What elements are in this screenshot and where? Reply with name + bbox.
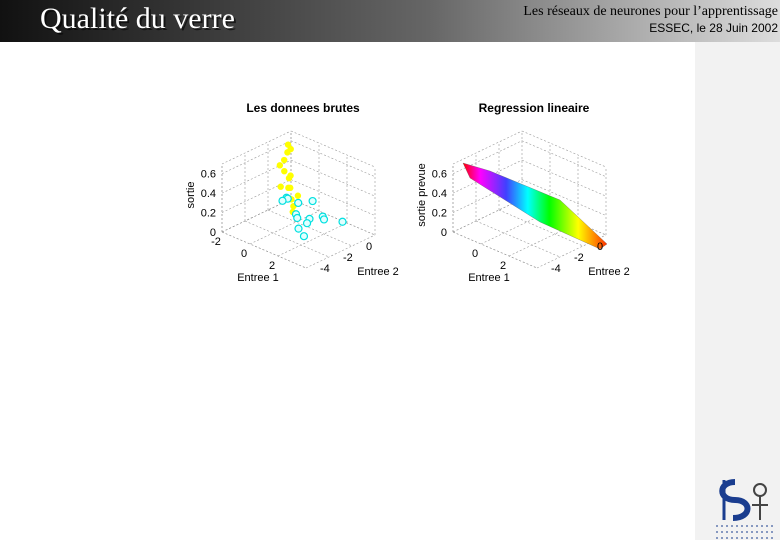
x-axis-label: Entree 1	[237, 272, 279, 284]
z-tick-label: 0.6	[432, 169, 447, 181]
z-grid-line	[521, 179, 607, 216]
data-point	[281, 167, 288, 175]
header-bar	[0, 0, 780, 42]
y-axis-label: Entree 2	[588, 266, 630, 278]
z-tick-label: 0.2	[432, 208, 447, 220]
data-point	[287, 184, 294, 192]
x-grid-line	[221, 198, 292, 233]
y-grid-line	[498, 209, 584, 247]
data-point	[287, 145, 294, 153]
x-tick-label: 0	[241, 248, 247, 260]
y-tick-label: 0	[366, 241, 372, 253]
x-tick-label: 2	[269, 260, 275, 272]
logo	[716, 479, 776, 539]
z-tick-label: 0	[210, 227, 216, 239]
z-grid-line	[290, 179, 376, 216]
z-grid-line	[521, 159, 607, 197]
z-grid-line	[221, 179, 292, 213]
data-point	[277, 183, 284, 190]
course-name: Les réseaux de neurones pour l’apprentis…	[523, 4, 778, 19]
x-grid-line	[277, 222, 348, 257]
box-edge	[521, 130, 607, 168]
y-tick-label: -2	[574, 252, 584, 264]
box-edge	[536, 234, 607, 269]
x-grid-line	[508, 222, 579, 257]
x-tick-label: 2	[500, 260, 506, 272]
z-grid-line	[290, 159, 376, 197]
data-point	[278, 196, 287, 205]
event: ESSEC, le 28 Juin 2002	[649, 21, 778, 35]
x-grid-line	[249, 210, 320, 245]
x-axis-label: Entree 1	[468, 272, 510, 284]
data-point	[281, 156, 288, 164]
data-point	[276, 162, 284, 169]
z-axis-label: sortie	[185, 182, 197, 209]
side-panel	[695, 42, 780, 540]
title-shadow: Qualité du verre	[42, 4, 237, 37]
z-grid-line	[221, 140, 292, 174]
z-tick-label: 0	[441, 227, 447, 239]
data-point	[294, 192, 302, 199]
z-grid-line	[452, 140, 523, 174]
y-tick-label: -4	[551, 263, 561, 275]
z-tick-label: 0.4	[432, 188, 447, 200]
plot-title: Regression lineaire	[479, 101, 590, 115]
y-axis-label: Entree 2	[357, 266, 399, 278]
y-grid-line	[267, 209, 353, 247]
data-point	[308, 196, 317, 206]
y-grid-line	[221, 231, 307, 269]
box-edge	[221, 130, 292, 165]
data-point	[294, 224, 303, 233]
y-grid-line	[452, 231, 538, 269]
z-grid-line	[290, 140, 376, 177]
z-axis-label: sortie prevue	[416, 163, 428, 227]
z-tick-label: 0.4	[201, 188, 216, 200]
box-edge	[290, 130, 376, 168]
data-point	[338, 217, 347, 226]
y-tick-label: -4	[320, 263, 330, 275]
plot-title: Les donnees brutes	[246, 101, 360, 115]
x-grid-line	[480, 210, 551, 245]
data-point	[302, 219, 312, 228]
z-grid-line	[521, 140, 607, 177]
y-grid-line	[475, 220, 561, 258]
box-edge	[452, 130, 523, 165]
y-tick-label: -2	[343, 252, 353, 264]
z-tick-label: 0.2	[201, 208, 216, 220]
z-grid-line	[452, 179, 523, 213]
slide-title: Qualité du verre	[40, 2, 235, 35]
regression-surface	[462, 162, 608, 250]
data-point	[319, 215, 329, 224]
z-grid-line	[452, 198, 523, 233]
z-grid-line	[290, 198, 376, 236]
z-grid-line	[452, 159, 523, 194]
x-tick-label: 0	[472, 248, 478, 260]
z-grid-line	[221, 159, 292, 194]
data-point	[299, 232, 309, 241]
x-tick-label: -2	[211, 236, 221, 248]
z-tick-label: 0.6	[201, 169, 216, 181]
data-point	[294, 198, 303, 208]
y-grid-line	[244, 220, 330, 258]
data-point	[293, 213, 302, 223]
y-tick-label: 0	[597, 241, 603, 253]
box-edge	[305, 234, 376, 269]
data-point	[285, 175, 293, 182]
